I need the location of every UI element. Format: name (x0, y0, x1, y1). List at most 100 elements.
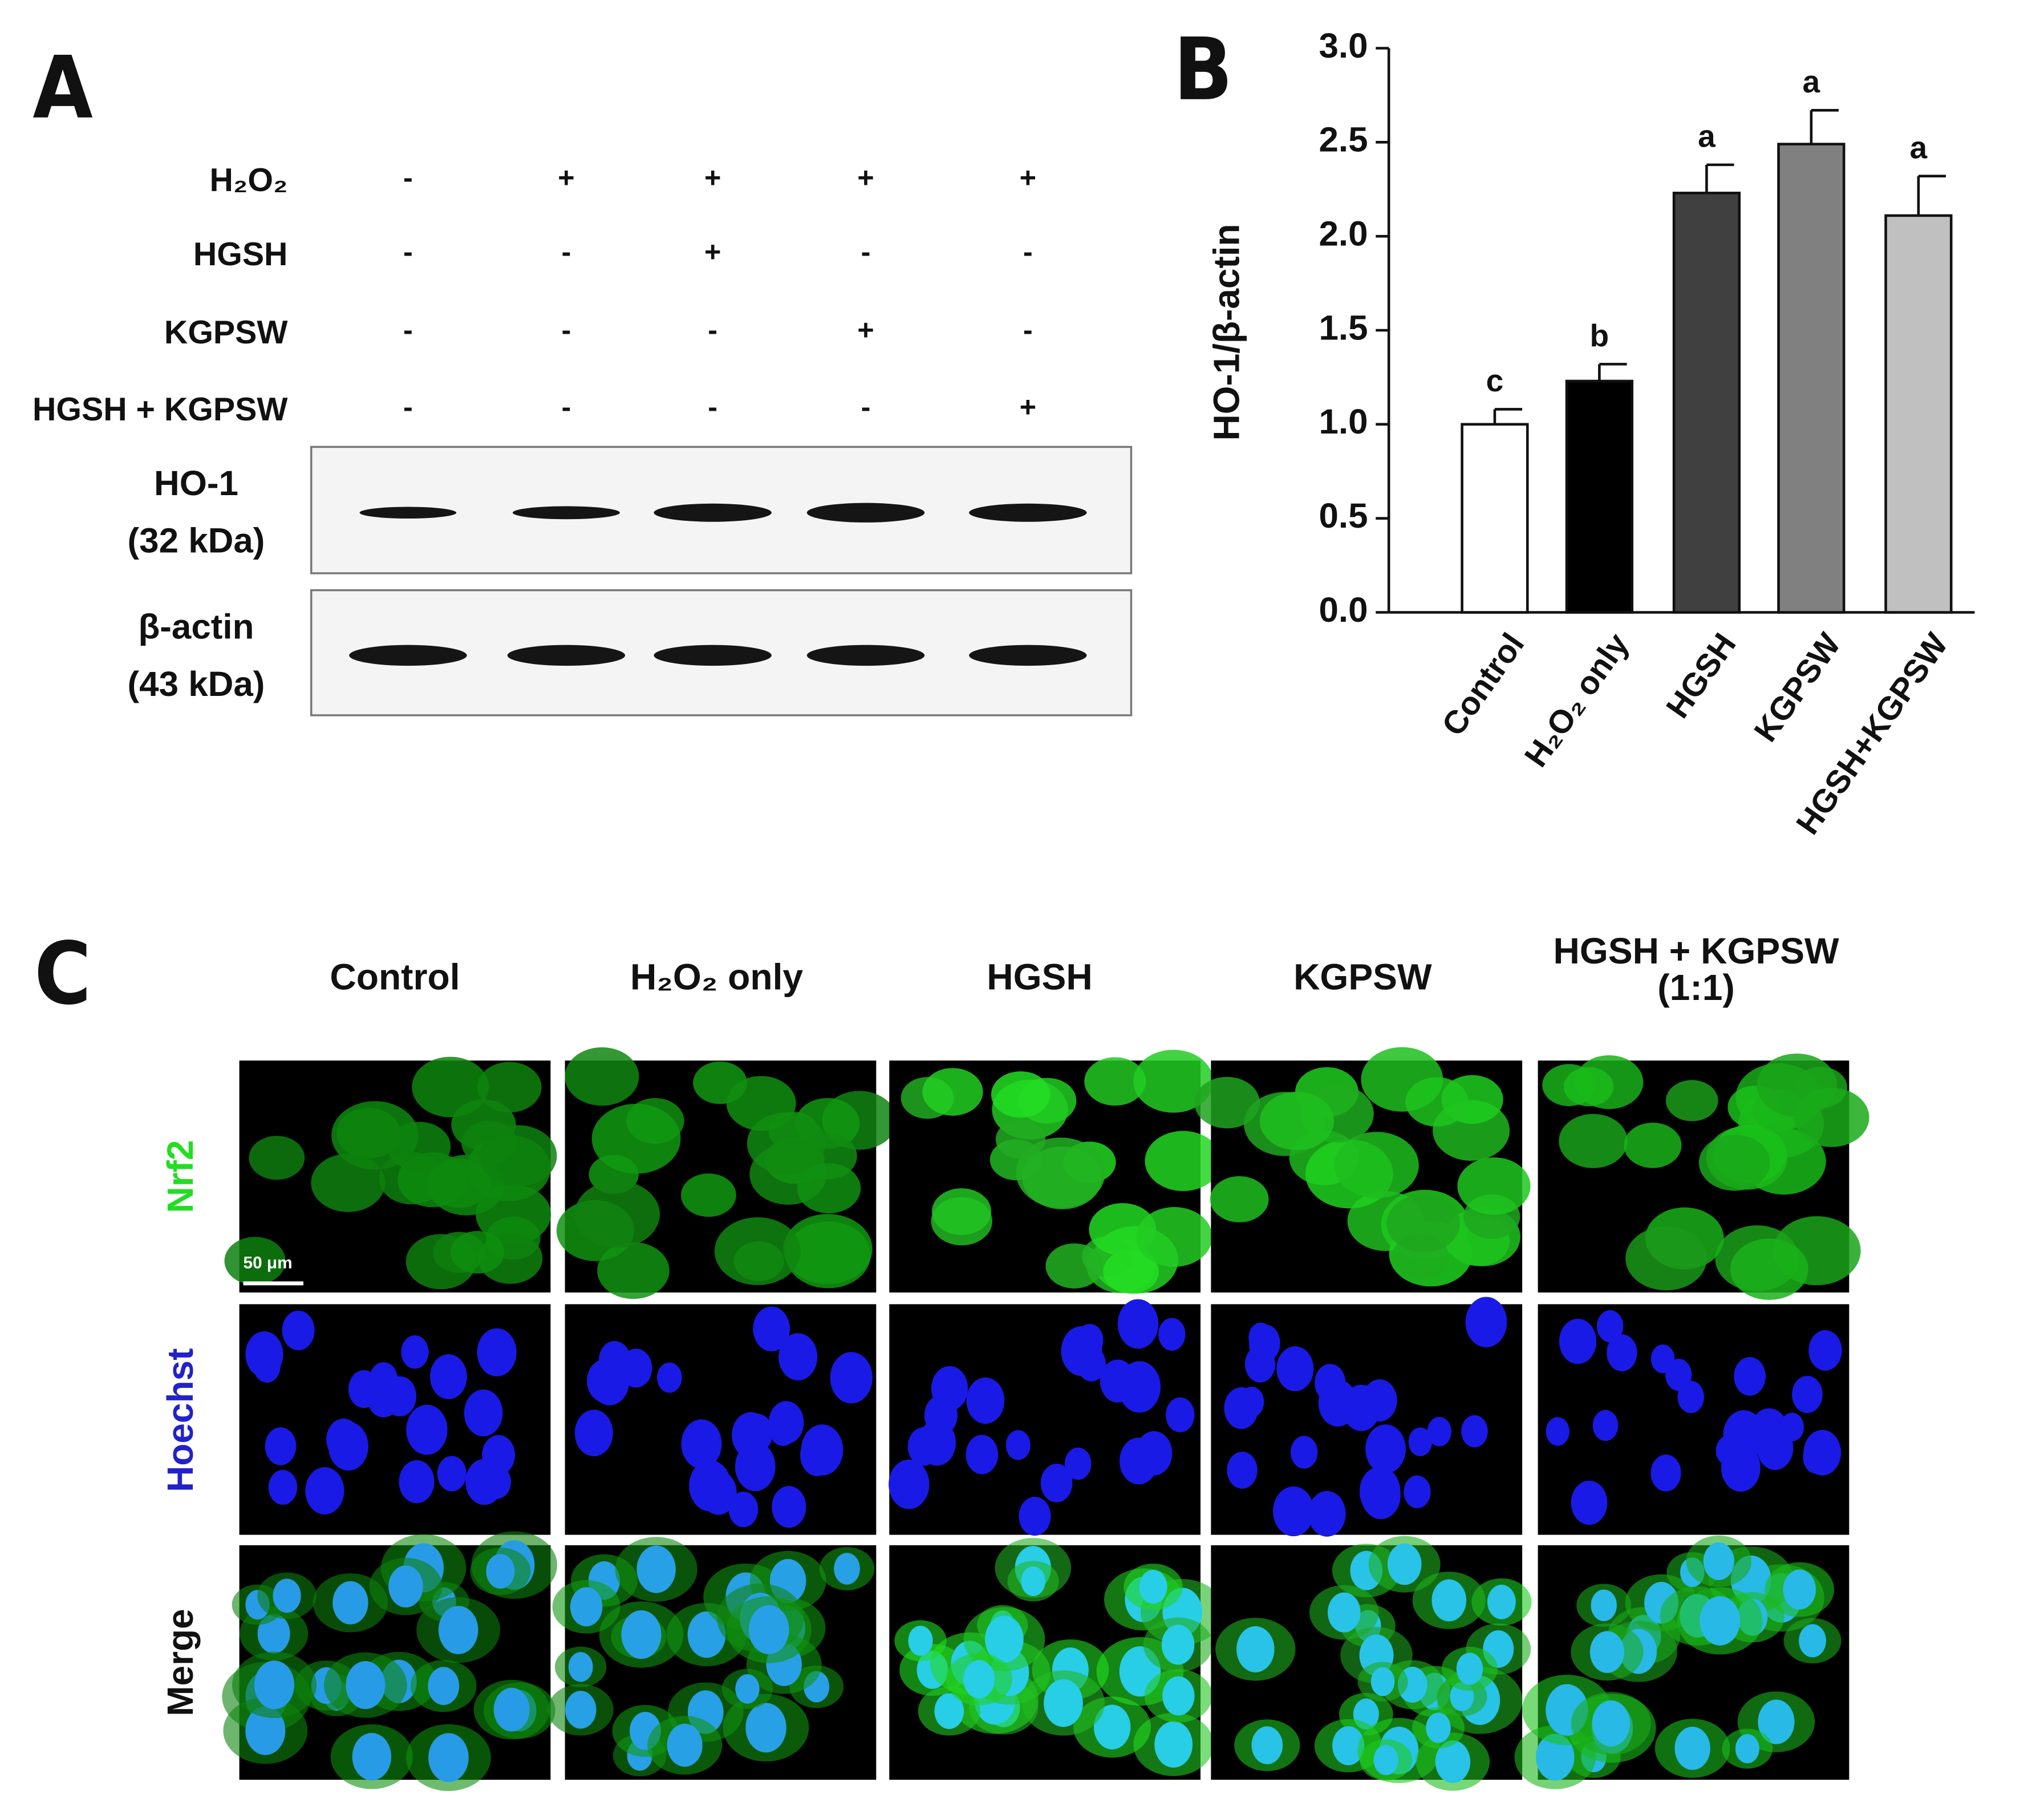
cell-nucleus (801, 1424, 843, 1476)
cell-nucleus (1408, 1427, 1433, 1456)
cell-nucleus (1118, 1361, 1161, 1413)
cell-nucleus (735, 1674, 760, 1704)
cell-nucleus (1093, 1704, 1131, 1750)
micrograph (889, 1538, 1224, 1780)
panel-label: C (34, 924, 91, 1024)
micrograph (1538, 1053, 1869, 1300)
cell-nucleus (245, 1706, 286, 1755)
cell-nucleus (830, 1352, 873, 1404)
cell-cytoplasm (1334, 1132, 1419, 1198)
column-title: H₂O₂ only (630, 957, 803, 998)
cell-nucleus (438, 1606, 478, 1654)
treatment-sign: + (1020, 161, 1036, 194)
micrograph (222, 1531, 557, 1791)
cell-nucleus (486, 1554, 515, 1589)
row-label: Hoechst (160, 1348, 201, 1492)
cell-cytoplasm (931, 1188, 992, 1235)
cell-nucleus (1404, 1475, 1431, 1509)
cell-nucleus (483, 1465, 511, 1499)
cell-cytoplasm (1194, 1076, 1260, 1129)
cell-nucleus (1224, 1387, 1259, 1430)
blot-label: β-actin (139, 608, 254, 647)
cell-cytoplasm (1624, 1123, 1682, 1168)
cell-nucleus (437, 1456, 467, 1492)
treatment-sign: - (708, 314, 717, 346)
treatment-sign: + (857, 161, 874, 194)
cell-cytoplasm (1045, 1243, 1103, 1289)
cell-cytoplasm (995, 1119, 1046, 1159)
cell-nucleus (907, 1427, 940, 1466)
cell-nucleus (728, 1491, 759, 1528)
cell-nucleus (406, 1404, 448, 1455)
treatment-sign: + (704, 236, 721, 268)
cell-cytoplasm (574, 1180, 660, 1248)
cell-cytoplasm (477, 1062, 542, 1113)
cell-nucleus (636, 1545, 676, 1593)
cell-nucleus (1161, 1625, 1195, 1665)
cell-nucleus (667, 1723, 703, 1767)
cell-nucleus (1596, 1310, 1624, 1343)
blot-band (654, 503, 772, 522)
cell-cytoplasm (681, 1173, 736, 1217)
cell-cytoplasm (249, 1136, 305, 1180)
cell-cytoplasm (1457, 1157, 1531, 1215)
cell-nucleus (1465, 1297, 1507, 1347)
cell-cytoplasm (1386, 1194, 1460, 1253)
treatment-label: H₂O₂ (210, 162, 288, 199)
cell-cytoplasm (1259, 1091, 1335, 1151)
cell-nucleus (1327, 1592, 1361, 1633)
micrograph (1194, 1047, 1531, 1293)
cell-nucleus (1273, 1486, 1314, 1537)
cell-nucleus (1735, 1734, 1759, 1764)
cell-nucleus (1135, 1431, 1173, 1476)
bar (1777, 143, 1846, 614)
cell-nucleus (621, 1610, 662, 1659)
cell-nucleus (934, 1693, 964, 1730)
cell-nucleus (1703, 1542, 1734, 1581)
cell-nucleus (1249, 1324, 1280, 1362)
micrograph (1211, 1297, 1523, 1537)
cell-nucleus (493, 1687, 530, 1732)
cell-cytoplasm (1559, 1113, 1628, 1168)
y-tick-label: 1.0 (1319, 402, 1368, 442)
blot-band (359, 507, 457, 519)
cell-nucleus (1427, 1416, 1451, 1447)
blot-band (512, 506, 620, 520)
cell-cytoplasm (922, 1068, 983, 1116)
cell-cytoplasm (450, 1231, 505, 1274)
bar (1672, 192, 1741, 614)
cell-nucleus (565, 1691, 597, 1729)
scale-bar-label: 50 μm (244, 1253, 293, 1272)
cell-cytoplasm (412, 1056, 489, 1117)
micrograph (1514, 1535, 1850, 1789)
cell-nucleus (1758, 1699, 1795, 1744)
cell-cytoplasm (388, 1121, 451, 1172)
cell-nucleus (1076, 1323, 1104, 1356)
y-tick-label: 2.5 (1319, 120, 1368, 160)
cell-nucleus (1792, 1375, 1823, 1414)
treatment-label: HGSH (193, 236, 288, 273)
x-tick-label: KGPSW (1747, 627, 1848, 748)
bar (1884, 214, 1953, 614)
x-tick-label: H₂O₂ only (1518, 626, 1636, 774)
blot-band (806, 645, 925, 666)
micrograph (889, 1050, 1222, 1294)
cell-cytoplasm (336, 1108, 401, 1159)
cell-cytoplasm (1625, 1226, 1707, 1291)
cell-cytoplasm (1564, 1067, 1614, 1107)
cell-nucleus (254, 1661, 295, 1710)
cell-nucleus (1536, 1734, 1575, 1781)
cell-nucleus (352, 1732, 392, 1781)
cell-nucleus (924, 1395, 958, 1436)
treatment-label: HGSH + KGPSW (33, 391, 287, 428)
cell-cytoplasm (714, 1217, 801, 1285)
cell-nucleus (1387, 1543, 1422, 1585)
cell-nucleus (1591, 1589, 1617, 1621)
column-title: HGSH + KGPSW (1554, 930, 1840, 971)
row-label: Nrf2 (160, 1140, 201, 1213)
cell-cytoplasm (1210, 1176, 1269, 1222)
cell-nucleus (985, 1615, 1024, 1663)
blot-band (969, 503, 1087, 522)
cell-nucleus (657, 1362, 682, 1393)
